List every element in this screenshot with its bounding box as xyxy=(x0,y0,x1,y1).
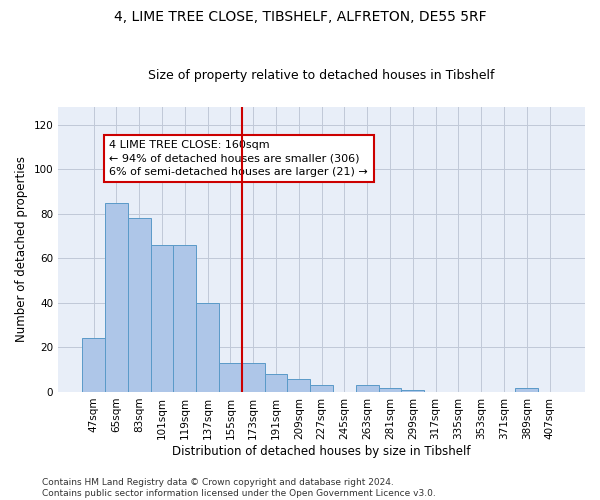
Bar xyxy=(310,386,333,392)
Bar xyxy=(128,218,151,392)
Text: 4 LIME TREE CLOSE: 160sqm
← 94% of detached houses are smaller (306)
6% of semi-: 4 LIME TREE CLOSE: 160sqm ← 94% of detac… xyxy=(109,140,368,176)
Bar xyxy=(379,388,401,392)
X-axis label: Distribution of detached houses by size in Tibshelf: Distribution of detached houses by size … xyxy=(172,444,471,458)
Bar xyxy=(219,363,242,392)
Bar xyxy=(151,245,173,392)
Bar xyxy=(356,386,379,392)
Bar xyxy=(196,303,219,392)
Title: Size of property relative to detached houses in Tibshelf: Size of property relative to detached ho… xyxy=(148,69,495,82)
Bar xyxy=(173,245,196,392)
Bar xyxy=(401,390,424,392)
Text: Contains HM Land Registry data © Crown copyright and database right 2024.
Contai: Contains HM Land Registry data © Crown c… xyxy=(42,478,436,498)
Bar xyxy=(242,363,265,392)
Text: 4, LIME TREE CLOSE, TIBSHELF, ALFRETON, DE55 5RF: 4, LIME TREE CLOSE, TIBSHELF, ALFRETON, … xyxy=(113,10,487,24)
Bar xyxy=(287,378,310,392)
Bar xyxy=(515,388,538,392)
Bar xyxy=(105,202,128,392)
Y-axis label: Number of detached properties: Number of detached properties xyxy=(15,156,28,342)
Bar xyxy=(265,374,287,392)
Bar xyxy=(82,338,105,392)
